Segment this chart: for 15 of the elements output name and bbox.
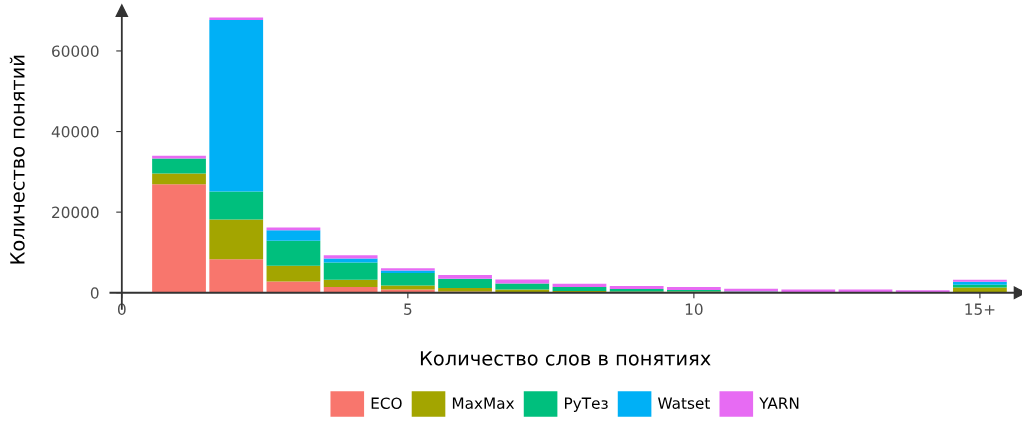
legend-label: MaxMax [452, 397, 515, 409]
legend-label: Watset [658, 397, 710, 409]
x-tick-label: 5 [404, 303, 412, 315]
y-tick-label: 20000 [52, 206, 99, 219]
y-axis-title: Количество понятий [9, 55, 25, 264]
y-tick-label: 40000 [51, 126, 99, 138]
legend-label: ECO [371, 397, 402, 409]
x-tick-label: 0 [117, 303, 126, 315]
x-tick-label: 10 [685, 303, 703, 315]
x-axis-title: Количество слов в понятиях [420, 351, 711, 366]
legend-label: YARN [759, 397, 799, 409]
y-tick-label: 60000 [52, 45, 99, 57]
x-tick-label: 15+ [965, 303, 995, 315]
y-tick-label: 0 [90, 287, 99, 299]
legend-label: РуТез [564, 397, 608, 412]
